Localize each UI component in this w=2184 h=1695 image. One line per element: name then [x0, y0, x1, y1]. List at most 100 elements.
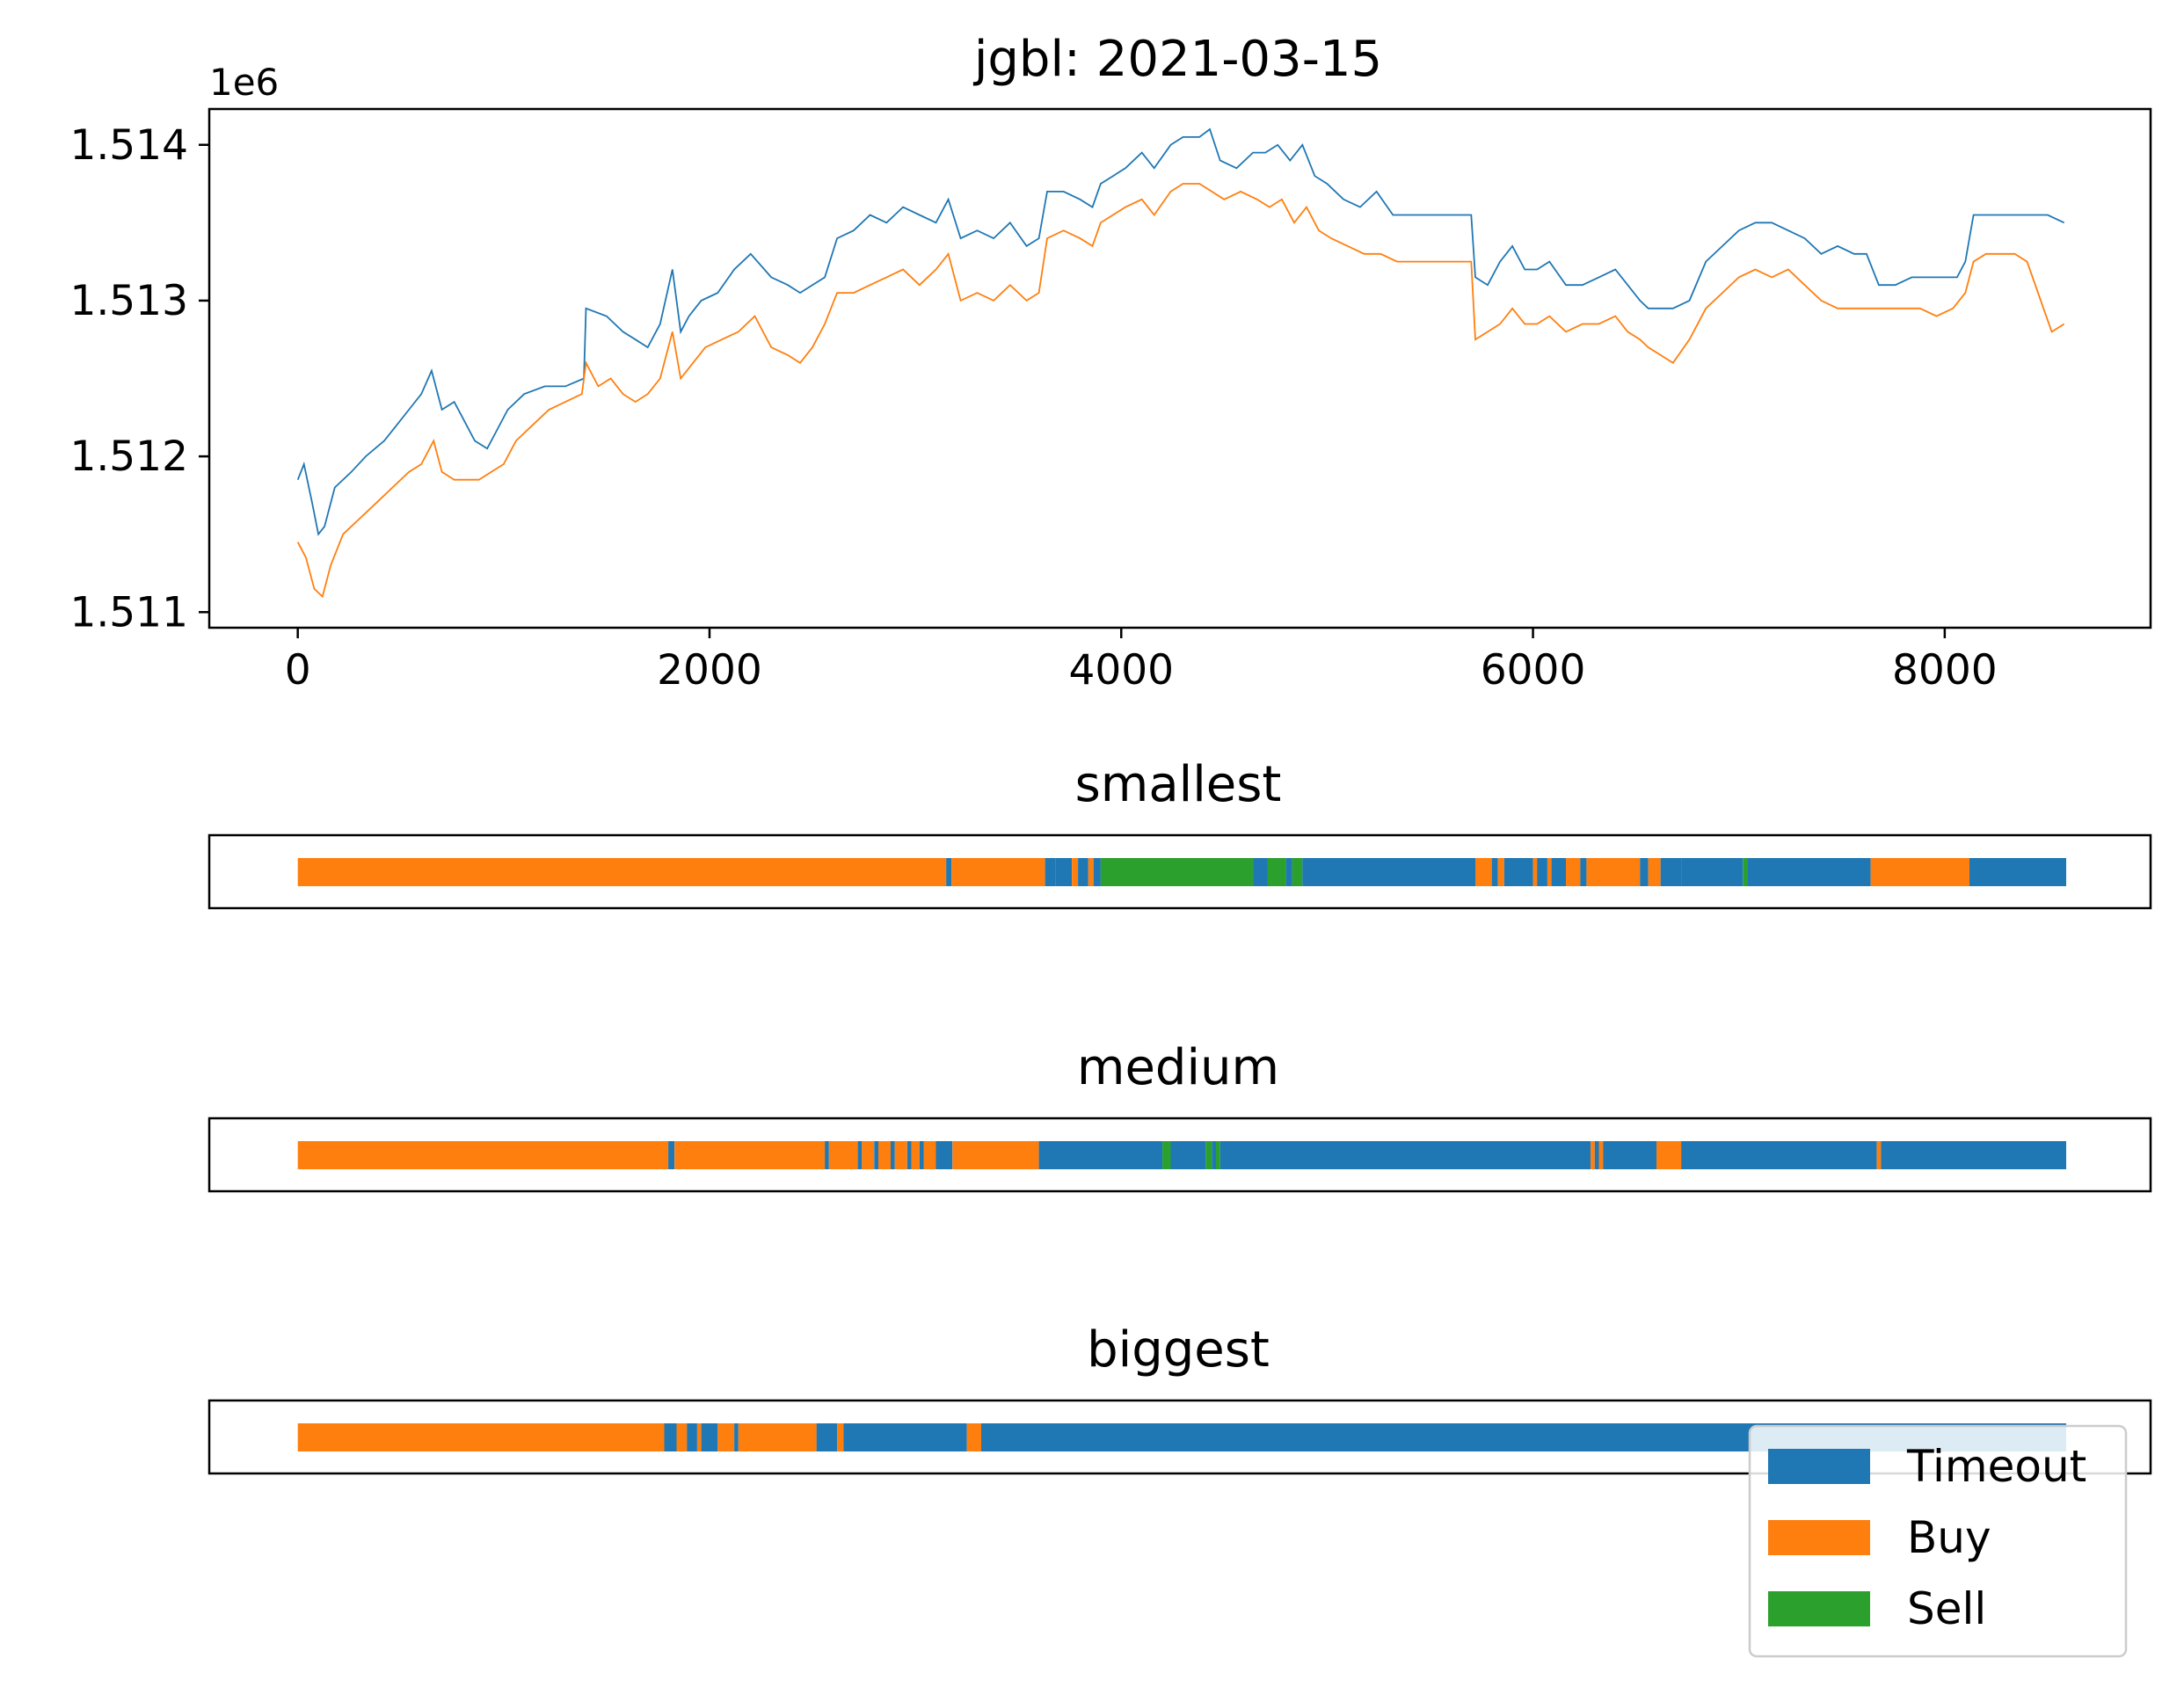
segment-timeout — [825, 1141, 829, 1169]
segment-buy — [1648, 858, 1661, 886]
segment-timeout — [946, 858, 952, 886]
segment-timeout — [1681, 1141, 1877, 1169]
segment-buy — [1598, 1141, 1604, 1169]
medium-panel: medium — [207, 1039, 2152, 1193]
y-tick-label: 1.511 — [69, 588, 188, 637]
segment-buy — [828, 1141, 858, 1169]
segment-buy — [297, 1141, 669, 1169]
segment-timeout — [816, 1423, 838, 1451]
segment-timeout — [1594, 1141, 1599, 1169]
segment-timeout — [701, 1423, 718, 1451]
segment-sell — [1205, 1141, 1212, 1169]
smallest-frame — [207, 833, 2152, 910]
segment-buy — [297, 1423, 665, 1451]
segment-timeout — [1681, 858, 1744, 886]
biggest-title: biggest — [1087, 1321, 1270, 1379]
segment-timeout — [1285, 858, 1292, 886]
smallest-title: smallest — [1075, 756, 1282, 813]
x-tick-label: 4000 — [1068, 646, 1174, 695]
segment-buy — [1870, 858, 1969, 886]
segment-buy — [738, 1423, 817, 1451]
segment-buy — [862, 1141, 875, 1169]
segment-sell — [1100, 858, 1254, 886]
y-tick-label: 1.514 — [69, 121, 188, 170]
segment-timeout — [1302, 858, 1475, 886]
segment-buy — [696, 1423, 702, 1451]
segment-timeout — [1491, 858, 1498, 886]
segment-timeout — [874, 1141, 878, 1169]
medium-segments — [297, 1141, 2066, 1169]
segment-timeout — [1537, 858, 1547, 886]
segment-buy — [1656, 1141, 1682, 1169]
segment-buy — [1497, 858, 1504, 886]
segment-timeout — [1212, 1141, 1216, 1169]
segment-buy — [911, 1141, 920, 1169]
segment-timeout — [906, 1141, 912, 1169]
segment-timeout — [1219, 1141, 1591, 1169]
segment-buy — [1547, 858, 1552, 886]
x-tick-label: 0 — [285, 646, 311, 695]
segment-timeout — [1170, 1141, 1206, 1169]
segment-timeout — [668, 1141, 675, 1169]
legend-label-timeout: Timeout — [1906, 1441, 2086, 1492]
segment-timeout — [1078, 858, 1088, 886]
segment-buy — [1072, 858, 1079, 886]
y-tick-label: 1.512 — [69, 433, 188, 481]
segment-buy — [878, 1141, 891, 1169]
legend-swatch-sell — [1768, 1591, 1870, 1626]
segment-timeout — [857, 1141, 863, 1169]
legend: Timeout Buy Sell — [1748, 1424, 2128, 1658]
segment-buy — [951, 858, 1045, 886]
segment-buy — [952, 1141, 1039, 1169]
line-series-0 — [296, 127, 2065, 536]
segment-timeout — [687, 1423, 697, 1451]
biggest-frame — [207, 1399, 2152, 1475]
segment-timeout — [1093, 858, 1101, 886]
segment-timeout — [1881, 1141, 2066, 1169]
legend-label-sell: Sell — [1907, 1583, 1986, 1634]
segment-timeout — [1045, 858, 1056, 886]
segment-sell — [1162, 1141, 1171, 1169]
legend-swatch-buy — [1768, 1520, 1870, 1555]
smallest-panel: smallest — [207, 756, 2152, 910]
medium-frame — [207, 1117, 2152, 1193]
segment-buy — [966, 1423, 982, 1451]
segment-buy — [1586, 858, 1641, 886]
segment-timeout — [1969, 858, 2066, 886]
segment-buy — [674, 1141, 826, 1169]
y-tick-label: 1.513 — [69, 277, 188, 325]
segment-timeout — [919, 1141, 924, 1169]
segment-timeout — [1551, 858, 1566, 886]
y-offset-label: 1e6 — [209, 61, 279, 104]
segment-buy — [297, 858, 947, 886]
line-series-1 — [296, 183, 2065, 599]
segment-timeout — [843, 1423, 967, 1451]
segment-timeout — [891, 1141, 895, 1169]
segment-sell — [1292, 858, 1303, 886]
segment-buy — [923, 1141, 936, 1169]
segment-buy — [1475, 858, 1492, 886]
segment-buy — [1591, 1141, 1595, 1169]
segment-timeout — [1660, 858, 1682, 886]
x-tick-label: 6000 — [1481, 646, 1586, 695]
segment-timeout — [1640, 858, 1649, 886]
x-tick-label: 8000 — [1892, 646, 1998, 695]
legend-label-buy: Buy — [1907, 1512, 1991, 1563]
smallest-segments — [297, 858, 2066, 886]
figure-title: jgbl: 2021-03-15 — [972, 31, 1382, 88]
segment-timeout — [1603, 1141, 1657, 1169]
line-chart-panel: jgbl: 2021-03-15 1e6 0 2000 4000 6000 8000 1.… — [69, 31, 2152, 695]
segment-timeout — [1038, 1141, 1163, 1169]
segment-timeout — [1747, 858, 1871, 886]
segment-timeout — [664, 1423, 677, 1451]
segment-buy — [1566, 858, 1581, 886]
segment-timeout — [1503, 858, 1533, 886]
segment-timeout — [935, 1141, 953, 1169]
line-series-group — [296, 127, 2065, 599]
medium-title: medium — [1077, 1039, 1279, 1096]
segment-sell — [1216, 1141, 1220, 1169]
segment-buy — [837, 1423, 844, 1451]
